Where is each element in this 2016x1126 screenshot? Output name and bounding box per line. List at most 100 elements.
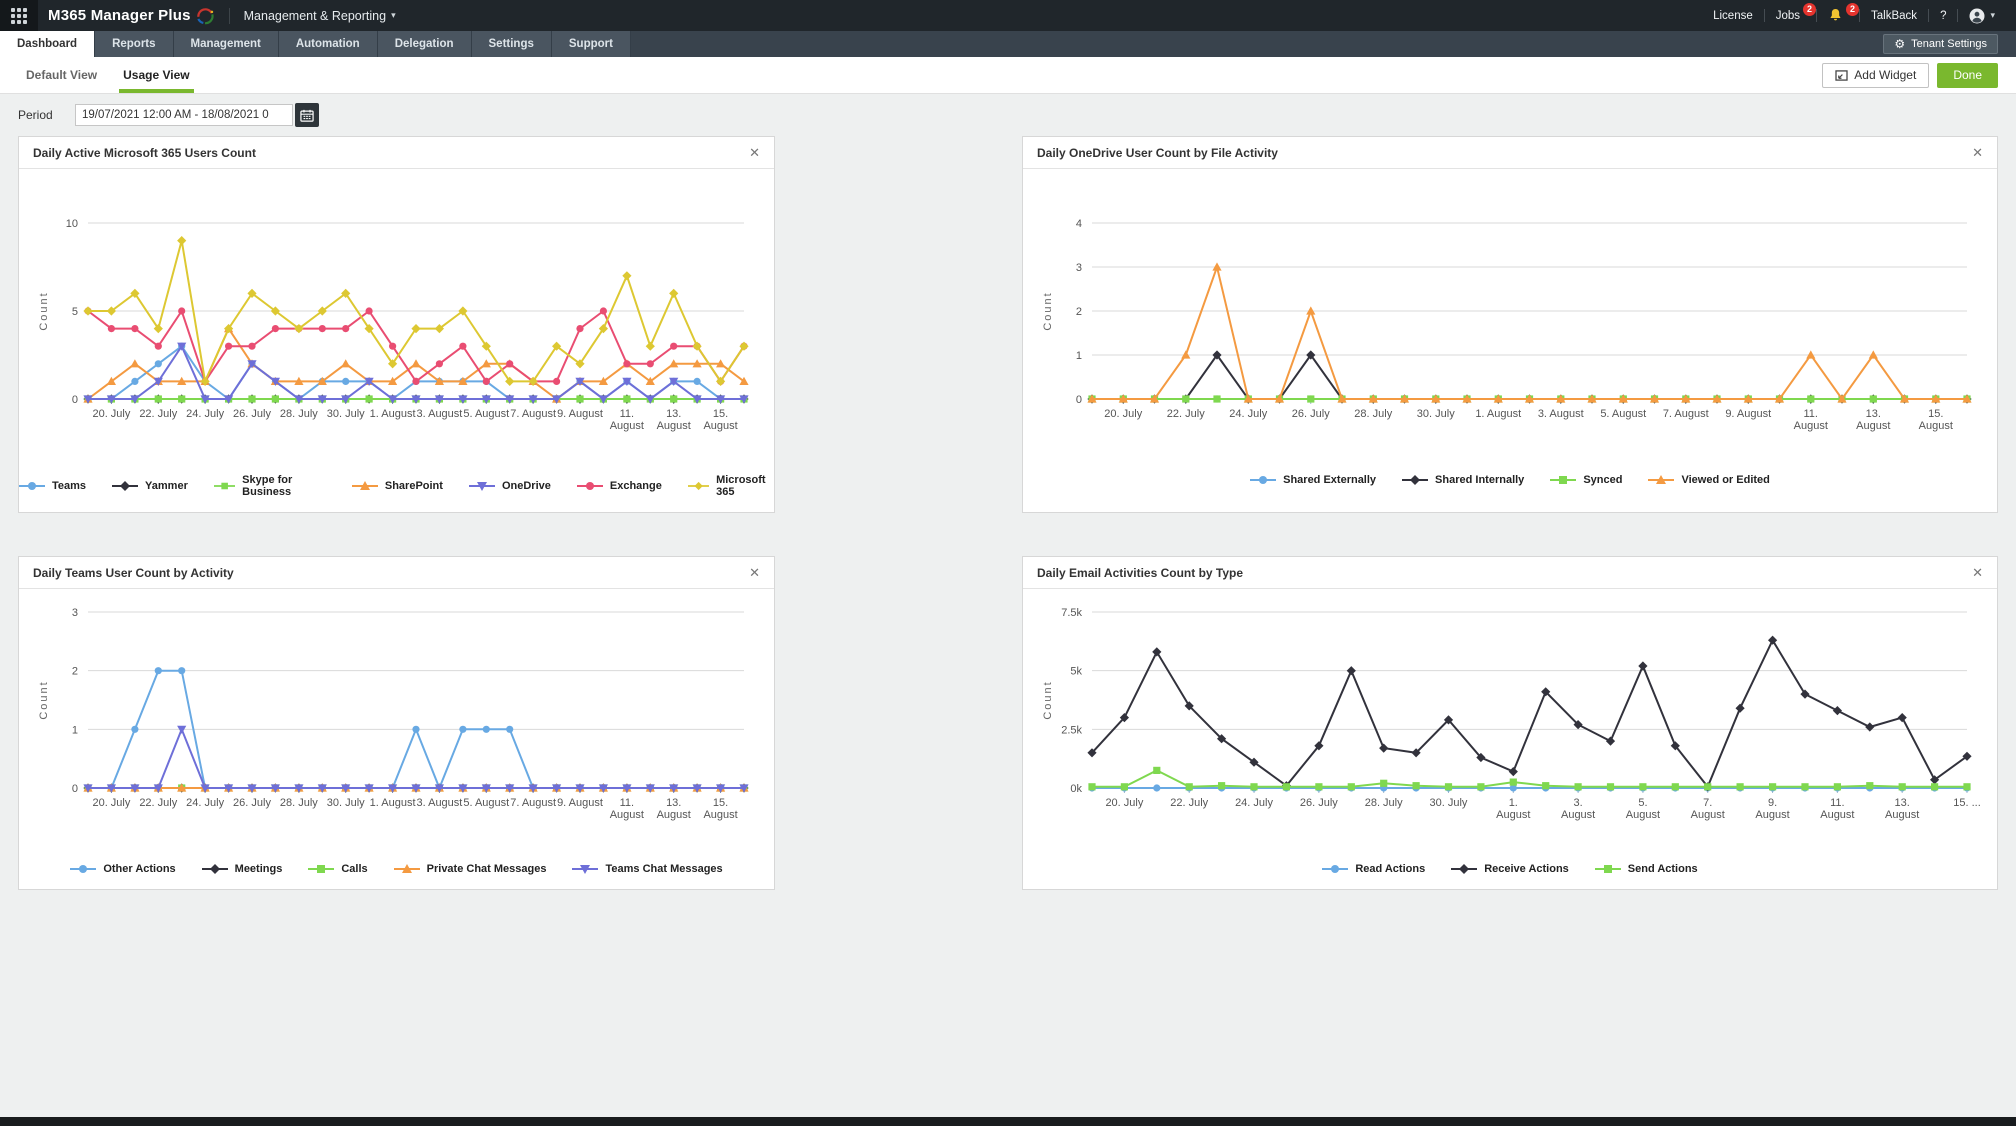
add-widget-icon — [1835, 69, 1848, 81]
close-icon[interactable]: ✕ — [749, 565, 760, 580]
svg-text:10: 10 — [66, 218, 78, 230]
divider — [1763, 9, 1765, 22]
svg-text:5. August: 5. August — [463, 408, 509, 420]
period-label: Period — [18, 108, 53, 122]
svg-text:15.: 15. — [713, 408, 728, 420]
gear-icon: ⚙ — [1894, 37, 1906, 51]
svg-text:24. July: 24. July — [1229, 408, 1267, 420]
jobs-label: Jobs — [1775, 9, 1801, 22]
tenant-settings-button[interactable]: ⚙ Tenant Settings — [1883, 34, 1998, 54]
legend-marker-icon — [213, 482, 236, 490]
legend-item-send-actions[interactable]: Send Actions — [1594, 863, 1698, 875]
legend-item-synced[interactable]: Synced — [1550, 474, 1622, 486]
svg-text:24. July: 24. July — [1235, 797, 1273, 809]
close-icon[interactable]: ✕ — [1972, 145, 1983, 160]
divider — [228, 7, 230, 24]
user-menu[interactable]: ▾ — [1958, 0, 2006, 31]
svg-text:2: 2 — [1076, 306, 1082, 318]
widget-title: Daily Active Microsoft 365 Users Count — [33, 145, 256, 160]
svg-text:1: 1 — [72, 724, 78, 736]
topbar-right: License Jobs 2 2 TalkBack ? ▾ — [1702, 0, 2016, 31]
legend-item-viewed-or-edited[interactable]: Viewed or Edited — [1648, 474, 1770, 486]
legend-item-meetings[interactable]: Meetings — [201, 863, 283, 875]
svg-text:11.: 11. — [1804, 408, 1818, 420]
svg-text:13.: 13. — [666, 408, 681, 420]
legend-item-receive-actions[interactable]: Receive Actions — [1451, 863, 1569, 875]
legend-item-teams[interactable]: Teams — [19, 480, 86, 492]
legend-marker-icon — [1550, 476, 1577, 484]
legend-label: Teams — [52, 480, 87, 492]
svg-text:22. July: 22. July — [139, 408, 177, 420]
legend-item-shared-internally[interactable]: Shared Internally — [1402, 474, 1524, 486]
done-button[interactable]: Done — [1937, 62, 1998, 88]
svg-text:1. August: 1. August — [1475, 408, 1521, 420]
close-icon[interactable]: ✕ — [1972, 565, 1983, 580]
svg-text:August: August — [657, 809, 691, 821]
legend-item-shared-externally[interactable]: Shared Externally — [1250, 474, 1376, 486]
calendar-button[interactable] — [295, 103, 319, 127]
tab-automation[interactable]: Automation — [278, 31, 378, 57]
tab-delegation[interactable]: Delegation — [377, 31, 472, 57]
tab-dashboard[interactable]: Dashboard — [0, 31, 96, 57]
svg-text:7. August: 7. August — [1663, 408, 1709, 420]
widget-title: Daily OneDrive User Count by File Activi… — [1037, 145, 1278, 160]
widget-daily-active-microsoft-365-users-count: Daily Active Microsoft 365 Users Count ✕ C… — [18, 136, 775, 513]
svg-text:7.: 7. — [1703, 797, 1712, 809]
notifications-badge: 2 — [1846, 3, 1860, 16]
subtab-usage-view[interactable]: Usage View — [119, 57, 195, 93]
app-launcher-icon[interactable] — [0, 0, 38, 31]
legend-marker-icon — [393, 864, 420, 873]
subtab-default-view[interactable]: Default View — [26, 68, 98, 82]
jobs-link[interactable]: Jobs 2 — [1765, 0, 1817, 31]
dashboard-view-bar: Default View Usage View Add Widget Done — [0, 57, 2016, 94]
legend-label: Meetings — [234, 863, 283, 875]
svg-text:30. July: 30. July — [327, 797, 365, 809]
legend-item-read-actions[interactable]: Read Actions — [1322, 863, 1425, 875]
svg-text:August: August — [1794, 420, 1828, 432]
license-link[interactable]: License — [1713, 9, 1753, 22]
notifications-bell-icon[interactable]: 2 — [1817, 0, 1860, 31]
tab-management[interactable]: Management — [173, 31, 279, 57]
legend-marker-icon — [1594, 865, 1621, 873]
legend-item-private-chat-messages[interactable]: Private Chat Messages — [393, 863, 546, 875]
svg-text:August: August — [1496, 809, 1530, 821]
close-icon[interactable]: ✕ — [749, 145, 760, 160]
chart-canvas: Count 0 1 2 3 4 20. July 22. July 24. July 26. Ju… — [1042, 218, 1972, 432]
svg-text:0k: 0k — [1070, 783, 1082, 795]
legend-item-teams-chat-messages[interactable]: Teams Chat Messages — [572, 863, 723, 875]
add-widget-button[interactable]: Add Widget — [1822, 62, 1930, 88]
svg-text:15.: 15. — [1928, 408, 1943, 420]
app-logo[interactable]: M365 Manager Plus — [48, 6, 215, 26]
context-menu-label: Management & Reporting — [243, 8, 387, 23]
legend-item-skype-for-business[interactable]: Skype for Business — [213, 474, 326, 498]
svg-text:Count: Count — [1042, 291, 1054, 330]
widget-daily-teams-user-count-by-activity: Daily Teams User Count by Activity ✕ Count… — [18, 556, 775, 890]
svg-text:11.: 11. — [620, 408, 634, 420]
tab-reports[interactable]: Reports — [95, 31, 174, 57]
svg-text:15. ...: 15. ... — [1953, 797, 1981, 809]
svg-text:9. August: 9. August — [557, 408, 603, 420]
svg-text:7. August: 7. August — [510, 797, 556, 809]
legend-label: Other Actions — [103, 863, 176, 875]
tab-settings[interactable]: Settings — [471, 31, 552, 57]
legend-item-microsoft-365[interactable]: Microsoft 365 — [687, 474, 774, 498]
svg-text:30. July: 30. July — [1430, 797, 1468, 809]
legend-item-calls[interactable]: Calls — [308, 863, 368, 875]
legend-label: Exchange — [609, 480, 662, 492]
context-menu[interactable]: Management & Reporting ▾ — [244, 9, 396, 23]
legend-item-other-actions[interactable]: Other Actions — [70, 863, 176, 875]
legend-label: Skype for Business — [242, 474, 293, 498]
legend-item-yammer[interactable]: Yammer — [112, 480, 188, 492]
talkback-link[interactable]: TalkBack — [1871, 9, 1918, 22]
svg-text:24. July: 24. July — [186, 408, 224, 420]
tab-support[interactable]: Support — [551, 31, 631, 57]
help-icon[interactable]: ? — [1940, 9, 1947, 22]
legend-item-sharepoint[interactable]: SharePoint — [351, 480, 443, 492]
divider — [1957, 9, 1959, 22]
legend-label: Send Actions — [1627, 863, 1698, 875]
legend-item-onedrive[interactable]: OneDrive — [468, 480, 551, 492]
svg-text:2.5k: 2.5k — [1061, 724, 1082, 736]
legend-item-exchange[interactable]: Exchange — [576, 480, 662, 492]
period-range-input[interactable] — [75, 104, 293, 126]
svg-text:26. July: 26. July — [233, 797, 271, 809]
